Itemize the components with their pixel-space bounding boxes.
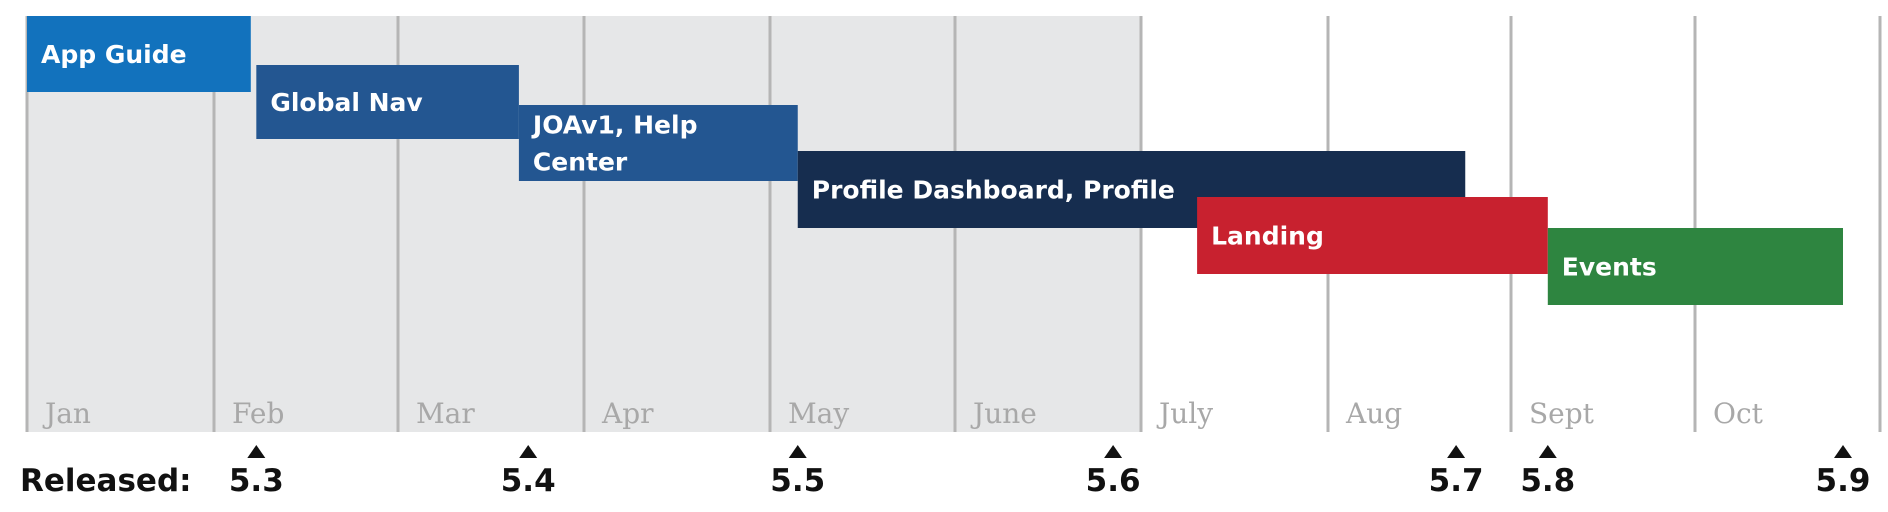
task-bar: Global Nav xyxy=(256,65,519,139)
task-bar: Events xyxy=(1547,228,1843,305)
month-label: July xyxy=(1156,397,1213,430)
task-bar: JOAv1, Help Center xyxy=(518,105,798,181)
task-bar-rect xyxy=(27,16,251,92)
task-bar: Landing xyxy=(1197,197,1548,274)
month-label: Apr xyxy=(601,397,654,430)
release-marker: 5.8 xyxy=(1520,445,1575,499)
release-markers: 5.3 5.4 5.5 5.6 5.7 5.8 5.9 xyxy=(229,445,1871,499)
release-marker: 5.9 xyxy=(1816,445,1871,499)
task-bar-label: Global Nav xyxy=(270,88,422,117)
release-marker: 5.6 xyxy=(1086,445,1141,499)
task-bars: App Guide Global Nav JOAv1, Help Center Prof… xyxy=(27,16,1843,305)
month-label: Sept xyxy=(1529,397,1595,430)
task-bar-label: App Guide xyxy=(41,40,187,69)
release-triangle-icon xyxy=(788,445,807,458)
month-label: Aug xyxy=(1345,397,1402,430)
releases-title: Released: xyxy=(20,463,192,499)
release-triangle-icon xyxy=(1538,445,1557,458)
release-marker: 5.4 xyxy=(501,445,556,499)
release-marker: 5.5 xyxy=(770,445,825,499)
release-triangle-icon xyxy=(1834,445,1852,458)
release-version-label: 5.3 xyxy=(229,463,284,499)
release-version-label: 5.7 xyxy=(1429,463,1484,499)
release-version-label: 5.6 xyxy=(1086,463,1141,499)
release-triangle-icon xyxy=(1104,445,1123,458)
task-bar-label: JOAv1, Help Center xyxy=(531,111,698,177)
release-triangle-icon xyxy=(1447,445,1466,458)
release-marker: 5.3 xyxy=(229,445,284,499)
task-bar-label: Events xyxy=(1562,253,1657,282)
task-bar-rect xyxy=(1197,197,1548,274)
month-label: Oct xyxy=(1713,397,1764,430)
release-version-label: 5.5 xyxy=(770,463,825,499)
release-triangle-icon xyxy=(519,445,538,458)
task-bar-rect xyxy=(518,105,798,181)
month-label: Feb xyxy=(232,397,284,430)
task-bar-rect xyxy=(1547,228,1843,305)
release-version-label: 5.9 xyxy=(1816,463,1871,499)
release-version-label: 5.8 xyxy=(1520,463,1575,499)
task-bar-label: Profile Dashboard, Profile xyxy=(812,176,1175,205)
task-bar: App Guide xyxy=(27,16,251,92)
month-label: Jan xyxy=(42,397,91,430)
month-labels: Jan Feb Mar Apr May June July Aug Sept Oct xyxy=(42,397,1764,430)
release-marker: 5.7 xyxy=(1429,445,1484,499)
month-label: June xyxy=(970,397,1037,430)
release-triangle-icon xyxy=(247,445,266,458)
month-label: Mar xyxy=(416,397,475,430)
task-bar-rect xyxy=(256,65,519,139)
task-bar-label: Landing xyxy=(1211,222,1324,251)
month-label: May xyxy=(788,397,849,430)
release-version-label: 5.4 xyxy=(501,463,556,499)
